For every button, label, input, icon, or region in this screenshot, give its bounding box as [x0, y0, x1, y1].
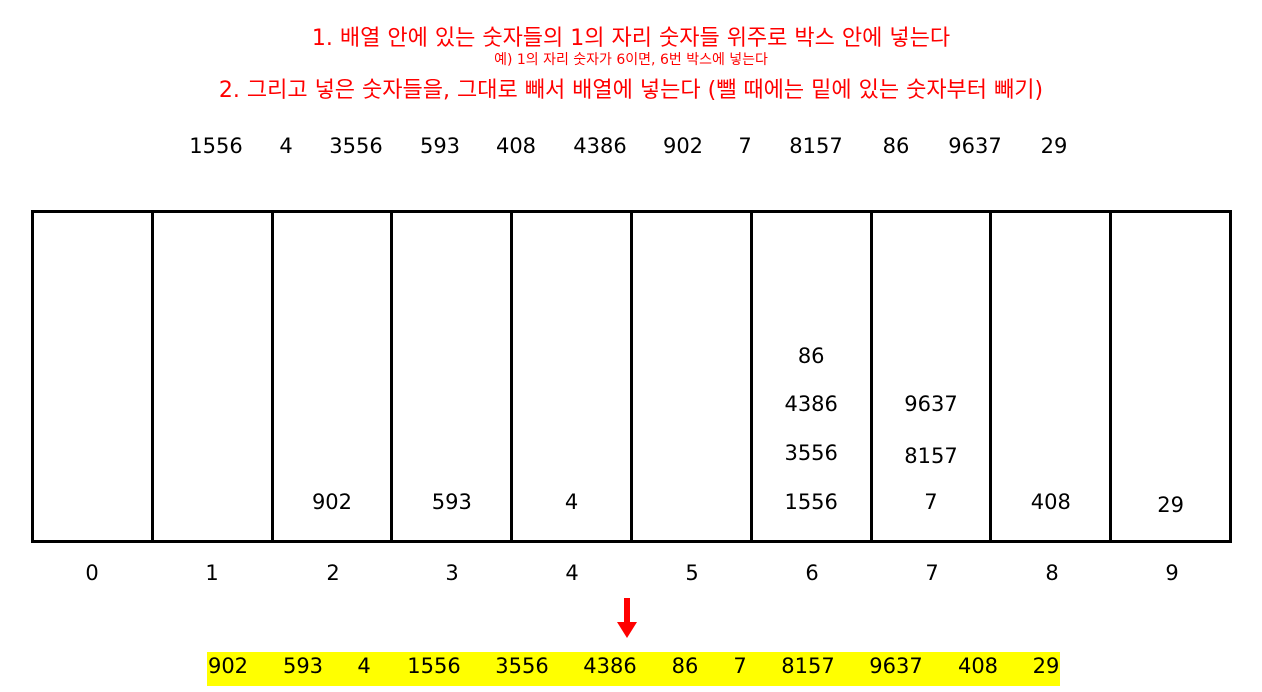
bucket-index-label: 4 — [565, 561, 579, 585]
bucket-6: 1556 3556 4386 86 — [749, 213, 870, 540]
output-number: 7 — [733, 654, 747, 678]
bucket-item: 3556 — [784, 441, 838, 465]
input-number: 86 — [882, 134, 910, 158]
bucket-5 — [629, 213, 750, 540]
bucket-item: 8157 — [904, 444, 958, 468]
bucket-index-label: 8 — [1045, 561, 1059, 585]
bucket-item: 4 — [564, 490, 579, 514]
bucket-9: 29 — [1109, 213, 1229, 540]
input-number: 408 — [495, 134, 537, 158]
output-number: 8157 — [781, 654, 835, 678]
input-number: 29 — [1040, 134, 1068, 158]
bucket-index-label: 2 — [326, 561, 340, 585]
bucket-item: 593 — [431, 490, 472, 514]
bucket-item: 9637 — [904, 392, 958, 416]
output-number: 902 — [207, 654, 249, 678]
input-number: 593 — [419, 134, 461, 158]
bucket-index-label: 7 — [925, 561, 939, 585]
input-number: 4 — [279, 134, 293, 158]
instruction-step-2: 2. 그리고 넣은 숫자들을, 그대로 빼서 배열에 넣는다 (뺄 때에는 밑에… — [218, 78, 1044, 103]
bucket-item: 408 — [1030, 490, 1071, 514]
down-arrow-icon — [617, 598, 637, 638]
output-number: 9637 — [869, 654, 923, 678]
input-number: 902 — [662, 134, 704, 158]
bucket-item: 1556 — [784, 490, 838, 514]
bucket-index-label: 0 — [85, 561, 99, 585]
bucket-item: 29 — [1157, 493, 1184, 517]
bucket-row: 902 593 4 1556 3556 4386 86 7 8157 9637 … — [31, 210, 1232, 543]
output-number: 408 — [957, 654, 999, 678]
bucket-item: 7 — [924, 490, 938, 514]
output-number: 4386 — [583, 654, 637, 678]
bucket-index-label: 1 — [205, 561, 219, 585]
bucket-index-label: 6 — [805, 561, 819, 585]
bucket-8: 408 — [989, 213, 1109, 540]
output-number: 1556 — [407, 654, 461, 678]
result-array-highlight — [207, 652, 1060, 686]
input-number: 7 — [738, 134, 752, 158]
bucket-index-label: 5 — [685, 561, 699, 585]
output-number: 3556 — [495, 654, 549, 678]
output-number: 29 — [1032, 654, 1060, 678]
input-number: 4386 — [573, 134, 627, 158]
input-number: 3556 — [329, 134, 383, 158]
input-number: 8157 — [789, 134, 843, 158]
bucket-1 — [150, 213, 271, 540]
instruction-step-1: 1. 배열 안에 있는 숫자들의 1의 자리 숫자들 위주로 박스 안에 넣는다 — [311, 26, 951, 51]
bucket-7: 7 8157 9637 — [869, 213, 990, 540]
bucket-2: 902 — [270, 213, 391, 540]
bucket-item: 4386 — [784, 392, 838, 416]
output-number: 4 — [357, 654, 371, 678]
bucket-0 — [34, 213, 151, 540]
input-number: 1556 — [189, 134, 243, 158]
bucket-index-label: 9 — [1165, 561, 1179, 585]
output-number: 86 — [671, 654, 699, 678]
instruction-example: 예) 1의 자리 숫자가 6이면, 6번 박스에 넣는다 — [494, 52, 768, 68]
input-number: 9637 — [948, 134, 1002, 158]
output-number: 593 — [282, 654, 324, 678]
bucket-3: 593 — [390, 213, 510, 540]
bucket-index-label: 3 — [445, 561, 459, 585]
bucket-item: 902 — [311, 490, 353, 514]
bucket-4: 4 — [510, 213, 630, 540]
bucket-item: 86 — [797, 344, 825, 368]
